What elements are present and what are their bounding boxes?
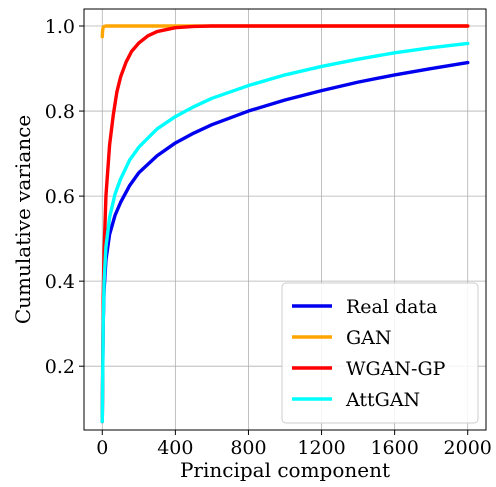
legend-label: AttGAN (345, 389, 420, 411)
y-tick-label: 0.6 (45, 186, 75, 208)
series-line-attgan (100, 41, 470, 424)
x-tick-label: 800 (230, 437, 266, 459)
y-tick-label: 1.0 (45, 16, 75, 38)
x-axis-label: Principal component (180, 458, 390, 482)
y-tick-label: 0.8 (45, 101, 75, 123)
legend: Real data GAN WGAN-GP AttGAN (281, 282, 479, 424)
series-line-wgan-gp (100, 24, 470, 424)
plot-frame (83, 8, 487, 431)
y-axis-label: Cumulative variance (11, 115, 35, 324)
x-axis: 0 400 800 1200 1600 2000 (96, 430, 492, 459)
x-tick-label: 1200 (297, 437, 345, 459)
series-lines (100, 24, 470, 424)
legend-label: GAN (346, 327, 392, 349)
x-tick-label: 0 (96, 437, 108, 459)
y-tick-label: 0.4 (45, 271, 75, 293)
x-tick-label: 400 (157, 437, 193, 459)
x-tick-label: 1600 (370, 437, 418, 459)
legend-label: WGAN-GP (346, 358, 446, 380)
x-tick-label: 2000 (444, 437, 492, 459)
legend-label: Real data (346, 296, 437, 318)
y-tick-label: 0.2 (45, 356, 75, 378)
legend-box (281, 282, 479, 424)
y-axis: 0.2 0.4 0.6 0.8 1.0 (45, 16, 84, 378)
